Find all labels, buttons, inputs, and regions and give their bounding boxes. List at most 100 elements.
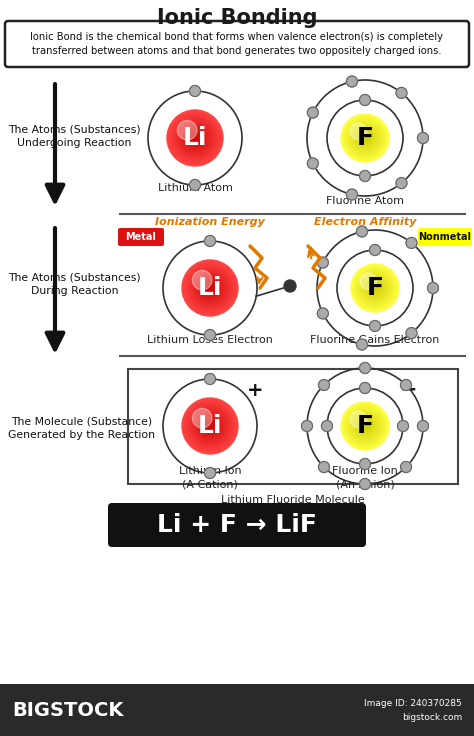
FancyBboxPatch shape [118, 228, 164, 246]
Text: Metal: Metal [126, 232, 156, 242]
Circle shape [209, 425, 211, 428]
Text: Li + F → LiF: Li + F → LiF [157, 513, 317, 537]
Circle shape [202, 419, 218, 434]
Circle shape [352, 125, 378, 151]
Circle shape [359, 363, 371, 373]
Text: The Molecule (Substance)
Generated by the Reaction: The Molecule (Substance) Generated by th… [8, 416, 155, 440]
Text: The Atoms (Substances)
Undergoing Reaction: The Atoms (Substances) Undergoing Reacti… [8, 124, 141, 148]
Circle shape [359, 171, 371, 182]
Circle shape [188, 130, 202, 146]
Circle shape [204, 282, 216, 294]
Circle shape [209, 286, 211, 289]
Circle shape [345, 118, 385, 158]
Circle shape [428, 283, 438, 294]
Circle shape [363, 423, 367, 428]
Circle shape [356, 226, 367, 237]
Text: Fluorine Ion
(An Anion): Fluorine Ion (An Anion) [332, 467, 398, 489]
Circle shape [354, 414, 376, 437]
Text: F: F [366, 276, 383, 300]
Circle shape [183, 126, 207, 150]
Text: Ionic Bond is the chemical bond that forms when valence electron(s) is completel: Ionic Bond is the chemical bond that for… [30, 32, 444, 56]
Circle shape [356, 269, 394, 307]
Circle shape [204, 373, 216, 384]
Circle shape [168, 111, 221, 165]
Circle shape [348, 409, 382, 442]
Text: F: F [356, 414, 374, 438]
Circle shape [173, 116, 217, 160]
Circle shape [186, 403, 234, 450]
Circle shape [367, 280, 383, 296]
Text: Fluorine Atom: Fluorine Atom [326, 196, 404, 206]
Circle shape [357, 270, 392, 305]
Circle shape [188, 404, 232, 448]
Circle shape [186, 129, 204, 147]
Circle shape [191, 133, 200, 143]
Circle shape [344, 116, 386, 160]
Circle shape [190, 85, 201, 96]
Circle shape [319, 380, 329, 391]
FancyBboxPatch shape [418, 228, 472, 246]
Circle shape [318, 308, 328, 319]
Text: Li: Li [183, 126, 207, 150]
Circle shape [360, 421, 370, 431]
Circle shape [342, 116, 388, 160]
Text: The Atoms (Substances)
During Reaction: The Atoms (Substances) During Reaction [8, 272, 141, 296]
Circle shape [177, 120, 213, 156]
Circle shape [356, 417, 374, 435]
Circle shape [351, 264, 399, 312]
Text: F: F [356, 126, 374, 150]
Circle shape [346, 407, 384, 445]
Circle shape [186, 264, 234, 311]
Circle shape [363, 135, 367, 141]
Circle shape [365, 278, 385, 298]
Circle shape [360, 273, 377, 290]
Circle shape [352, 265, 398, 311]
Text: Fluorine Gains Electron: Fluorine Gains Electron [310, 335, 440, 345]
Circle shape [307, 158, 319, 169]
FancyBboxPatch shape [5, 21, 469, 67]
Circle shape [301, 420, 312, 431]
Circle shape [170, 113, 220, 163]
Circle shape [318, 257, 328, 268]
Circle shape [358, 272, 392, 305]
Circle shape [319, 461, 329, 473]
Text: Ionization Energy: Ionization Energy [155, 217, 265, 227]
Circle shape [341, 402, 389, 450]
Circle shape [194, 272, 226, 304]
Circle shape [284, 280, 296, 292]
Circle shape [346, 119, 384, 157]
Circle shape [346, 76, 357, 87]
Circle shape [167, 110, 223, 166]
Circle shape [198, 414, 222, 438]
Text: −: − [400, 380, 418, 400]
Circle shape [418, 420, 428, 431]
Circle shape [355, 268, 395, 308]
Circle shape [189, 132, 201, 144]
Circle shape [359, 132, 371, 144]
Circle shape [373, 286, 377, 291]
Circle shape [345, 406, 385, 446]
Circle shape [396, 177, 407, 188]
Text: Lithium Fluoride Molecule: Lithium Fluoride Molecule [221, 495, 365, 505]
Circle shape [350, 411, 367, 428]
Circle shape [192, 408, 212, 428]
Circle shape [185, 401, 235, 451]
Circle shape [204, 467, 216, 478]
Circle shape [401, 380, 411, 391]
Circle shape [207, 423, 213, 429]
Circle shape [364, 425, 366, 428]
Text: Ionic Bonding: Ionic Bonding [157, 8, 317, 28]
Circle shape [351, 124, 379, 152]
Circle shape [418, 132, 428, 144]
Circle shape [190, 267, 231, 308]
Circle shape [355, 416, 375, 436]
Circle shape [359, 478, 371, 489]
Circle shape [370, 320, 381, 331]
Circle shape [191, 269, 229, 307]
Circle shape [364, 137, 366, 139]
Circle shape [183, 261, 237, 314]
Circle shape [360, 133, 370, 143]
Circle shape [202, 280, 218, 295]
Circle shape [174, 117, 216, 159]
Circle shape [347, 120, 383, 156]
